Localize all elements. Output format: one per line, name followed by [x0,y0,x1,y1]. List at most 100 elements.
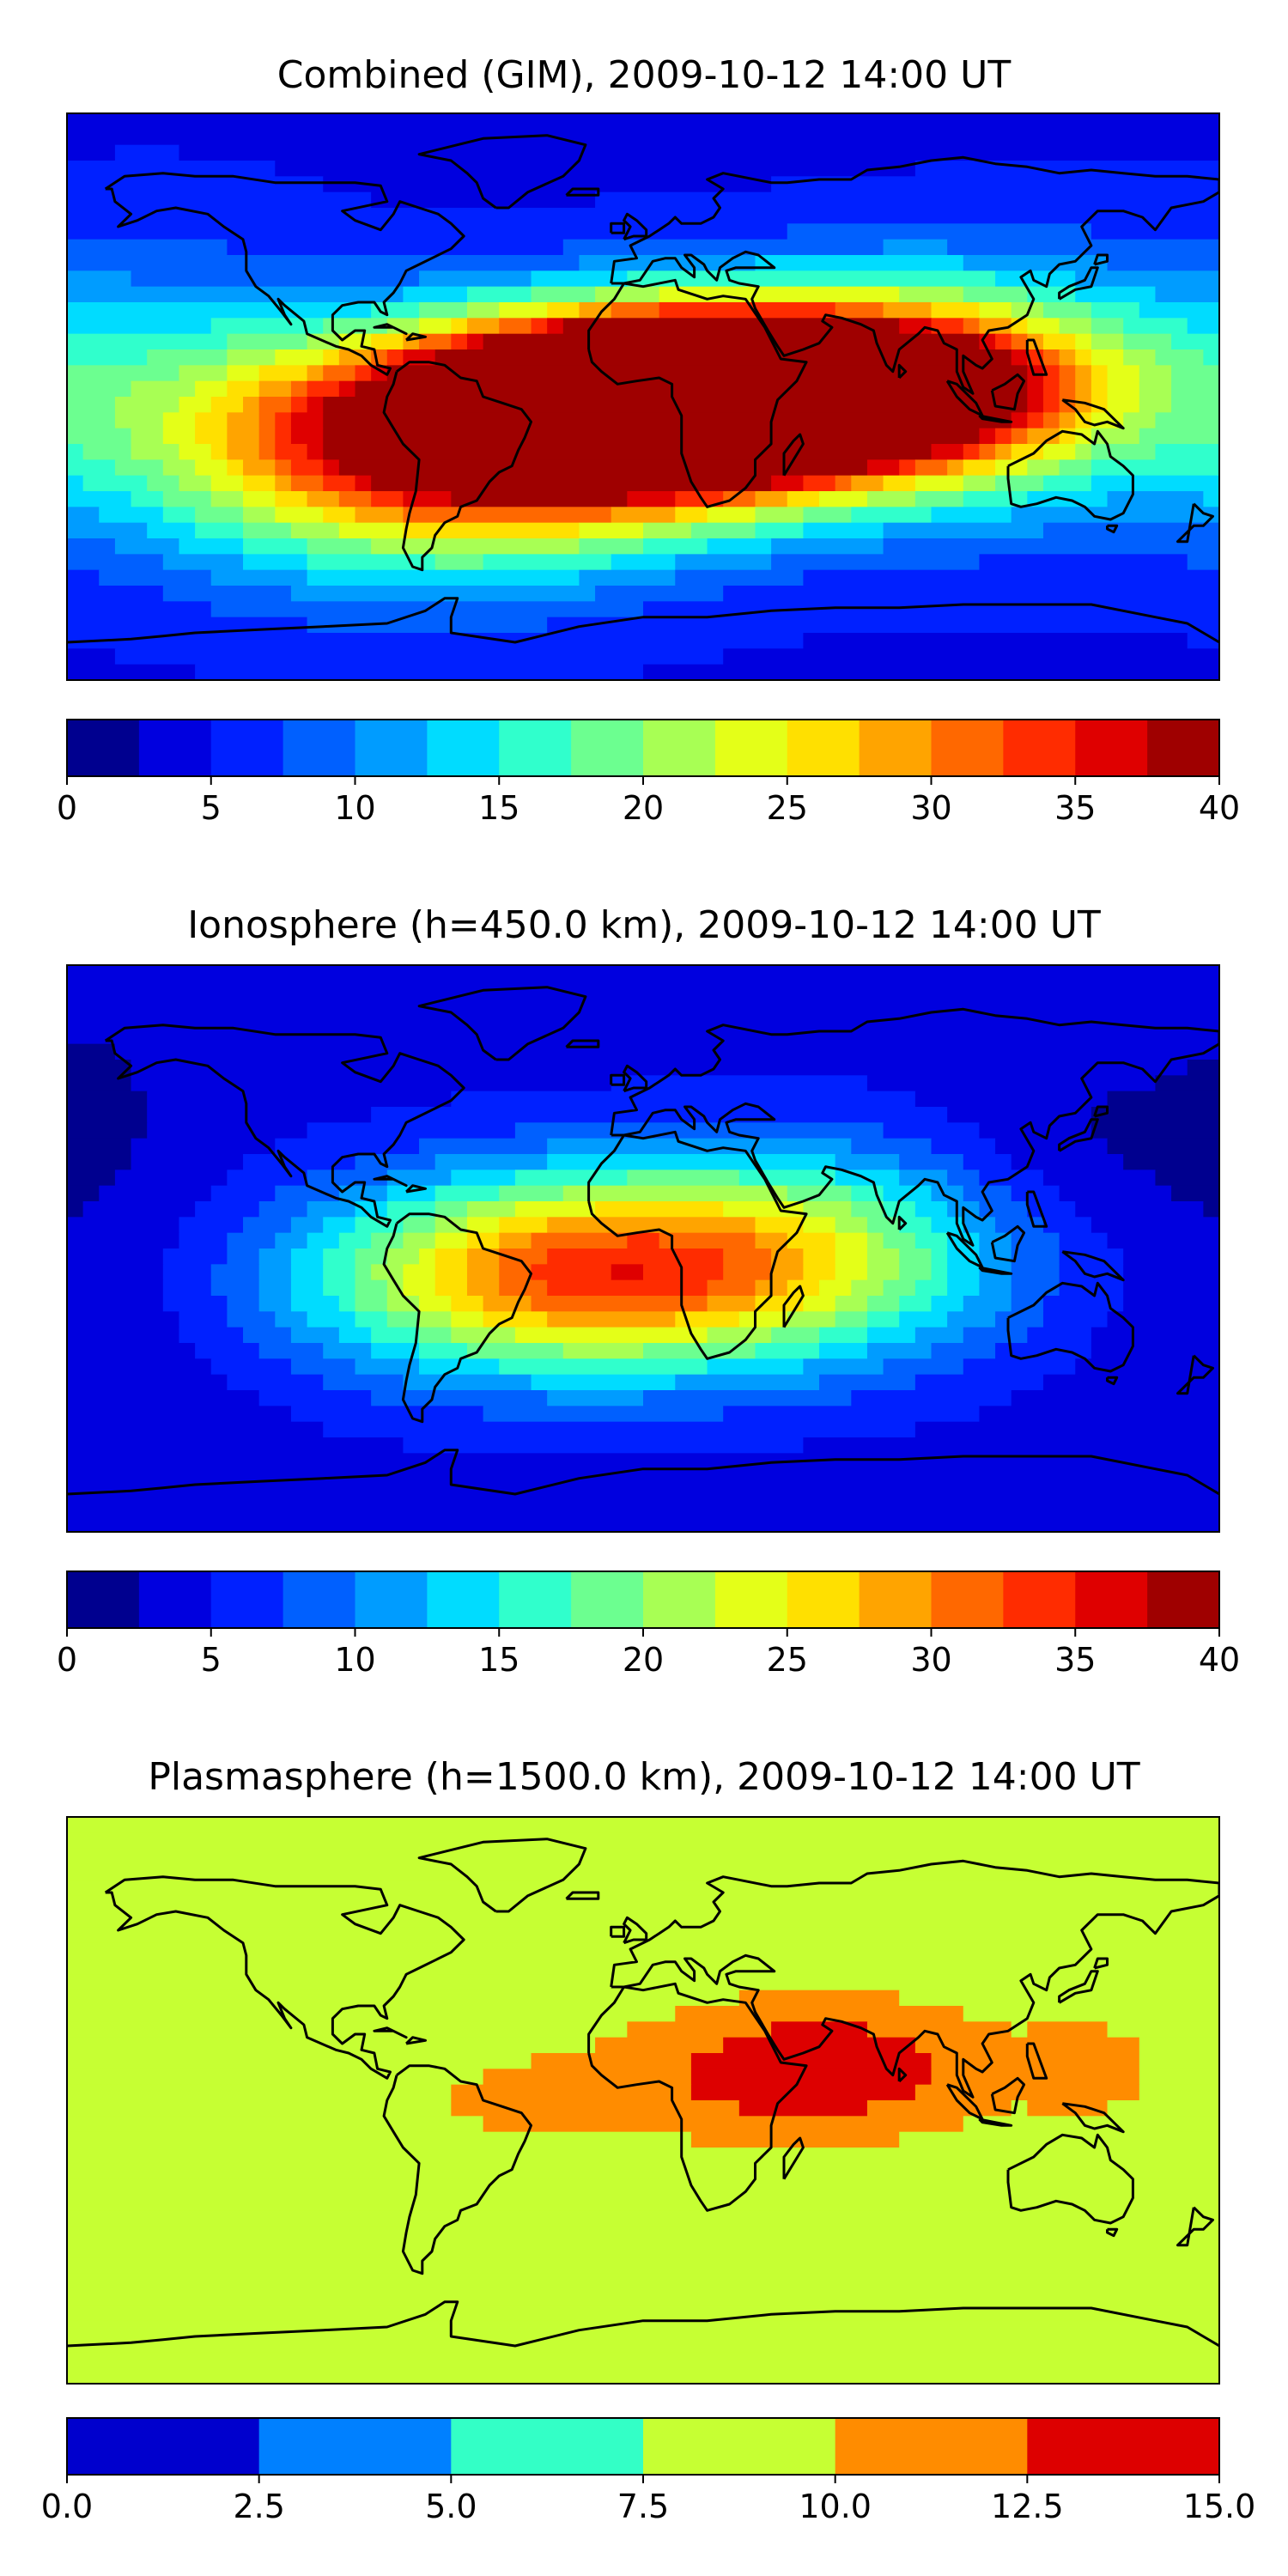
contour-cell [67,2006,676,2022]
contour-cell [1091,318,1124,335]
contour-cell [195,459,228,477]
contour-cell [162,1249,228,1265]
contour-cell [835,1296,868,1312]
coastline-segment [1093,1957,1109,1970]
contour-cell [355,1279,388,1297]
contour-cell [403,1279,436,1297]
contour-cell [803,1201,852,1218]
contour-field [67,965,1219,1532]
contour-cell [131,1138,276,1155]
coastline-segment [104,172,465,376]
contour-cell [290,586,596,602]
coastline-segment [565,1039,600,1048]
contour-cell [275,459,292,477]
coastline-segment [1006,1281,1134,1373]
colorbar-swatch [859,1571,933,1628]
contour-cell [67,223,788,240]
contour-cell [162,554,244,571]
contour-cell [995,459,1028,477]
contour-cell [307,569,580,586]
coastline-segment [782,2136,805,2180]
contour-cell [323,1374,404,1391]
contour-cell [883,1201,916,1218]
contour-cell [899,1264,933,1281]
contour-cell [819,1327,868,1344]
contour-cell [995,270,1076,288]
contour-cell [866,2021,1012,2038]
contour-cell [1027,397,1044,413]
contour-cell [275,412,292,429]
contour-cell [1107,2100,1219,2117]
contour-cell [114,144,180,161]
contour-cell [290,1406,484,1423]
contour-cell [835,1217,868,1234]
contour-cell [979,554,1188,571]
coastline-segment [610,1007,1219,1247]
contour-cell [803,1358,884,1376]
contour-cell [1155,1075,1219,1092]
contour-cell [258,1390,372,1406]
contour-cell [355,365,372,382]
contour-cell [195,507,244,524]
contour-cell [403,1217,436,1234]
contour-cell [162,507,196,524]
contour-cell [883,538,1219,555]
coastline-segment [1006,2133,1134,2225]
colorbar-tick-label: 20 [623,789,664,827]
contour-cell [914,491,964,507]
contour-cell [67,286,404,303]
contour-cell [1011,1249,1060,1265]
coastline-segment [1093,253,1109,266]
contour-cell [82,1201,196,1218]
contour-cell [179,1232,228,1249]
contour-cell [1011,1296,1044,1312]
contour-cell [323,1249,356,1265]
contour-cell [643,1264,724,1281]
contour-cell [67,144,116,161]
contour-cell [67,1848,1219,1865]
contour-cell [995,333,1012,350]
contour-cell [67,1296,164,1312]
contour-cell [899,459,916,477]
contour-cell [963,459,996,477]
contour-cell [531,2053,692,2069]
contour-cell [483,1406,724,1423]
contour-cell [210,1358,292,1376]
contour-cell [514,1201,596,1218]
coastline-segment [587,1130,808,1360]
contour-cell [723,491,756,507]
colorbar-tick-label: 5.0 [425,2488,477,2525]
contour-cell [258,428,276,445]
contour-cell [179,1217,244,1234]
contour-cell [434,1185,500,1202]
contour-cell [466,302,500,319]
contour-cell [179,397,212,413]
contour-cell [227,444,260,460]
contour-cell [771,1264,804,1281]
contour-cell [690,522,756,539]
contour-cell [755,255,964,271]
contour-cell [466,1343,564,1359]
coastline-segment [990,1224,1026,1263]
contour-cell [755,522,804,539]
contour-cell [931,318,964,335]
coastline-segment [1058,1970,1099,2004]
contour-cell [835,1154,900,1170]
contour-cell [275,161,916,177]
colorbar-swatch [643,1571,716,1628]
contour-cell [403,1232,436,1249]
contour-cell [979,1122,1092,1139]
contour-cell [1027,380,1044,398]
contour-cell [451,1091,916,1108]
contour-cell [1123,1264,1219,1281]
contour-cell [67,2242,1219,2258]
coastline-segment [990,2076,1026,2115]
contour-cell [275,1232,308,1249]
contour-cell [371,1107,948,1123]
contour-cell [67,2352,1219,2369]
contour-cell [67,507,100,524]
contour-cell [1139,302,1219,319]
contour-cell [355,1358,420,1376]
contour-cell [914,1374,1044,1391]
contour-cell [371,538,580,555]
